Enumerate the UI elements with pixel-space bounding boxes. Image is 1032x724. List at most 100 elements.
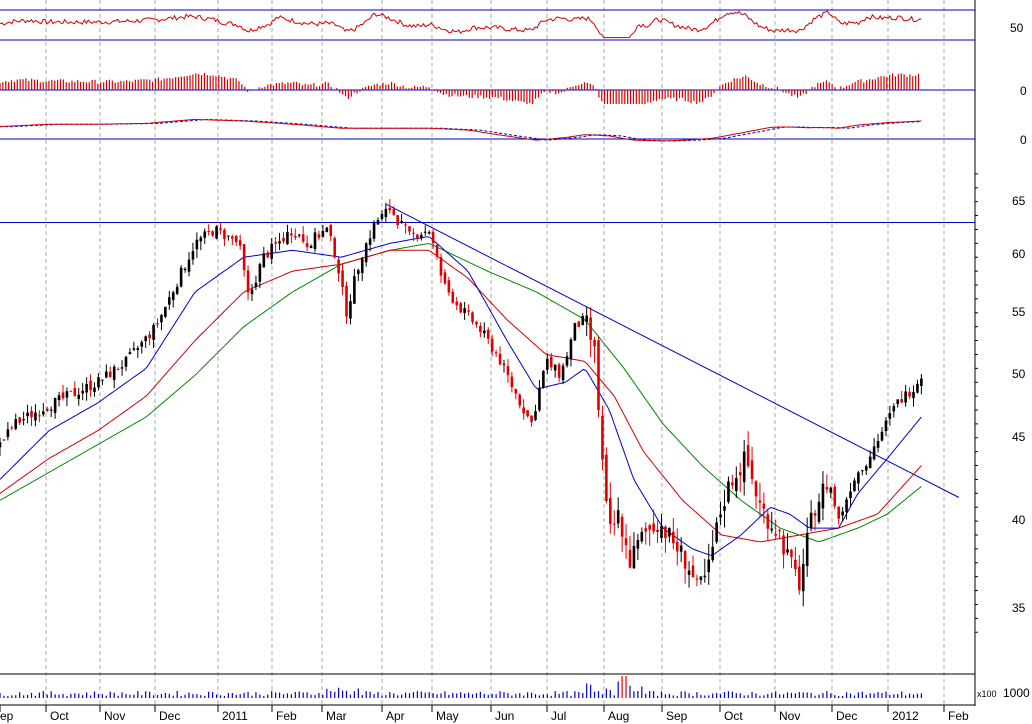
candle-body [577,321,581,327]
candle-body [0,442,2,448]
candle-body [829,487,833,493]
candle-body [89,380,92,391]
price-tick-label: 55 [1012,305,1026,319]
candle-body [735,477,738,492]
candle-body [904,391,907,403]
candle-body [628,549,632,568]
candle-body [786,549,789,553]
candle-body [813,513,817,516]
candle-body [290,233,293,236]
candle-body [612,523,616,525]
candle-body [254,282,258,287]
candle-body [61,392,65,399]
candle-body [124,356,128,367]
candle-body [514,389,518,394]
candle-body [246,270,250,293]
candle-body [774,533,777,536]
down-trendline [386,203,960,498]
candle-body [297,234,301,236]
candle-body [427,232,431,234]
candle-body [168,297,171,305]
candle-body [203,231,207,238]
candle-body [668,527,671,537]
candle-body [38,415,41,417]
candle-body [93,387,96,392]
candle-body [837,506,840,519]
candle-body [546,358,549,370]
candle-body [101,379,104,381]
candle-body [845,499,848,513]
oscillator-tick-label: 0 [1020,133,1027,147]
candle-body [321,230,325,237]
candle-body [876,441,880,448]
month-label: Nov [104,709,125,723]
candle-body [423,231,427,233]
candle-body [250,289,254,295]
candle-body [526,410,529,417]
candle-body [534,411,537,421]
candle-body [884,420,888,432]
candle-body [597,340,600,411]
oscillator-line [0,119,922,142]
candle-body [215,226,218,239]
candle-body [112,366,116,380]
candle-body [238,240,242,246]
candle-body [30,410,33,418]
candle-body [73,388,77,396]
candle-body [455,301,459,306]
candle-body [916,383,919,393]
candle-body [266,252,270,258]
candle-body [616,510,620,524]
month-label: ep [0,709,14,723]
candle-body [510,376,514,388]
candle-body [723,506,726,511]
candle-body [605,454,608,502]
month-label: 2012 [892,709,919,723]
candle-body [384,208,388,218]
month-label: Jun [495,709,514,723]
candle-body [715,522,718,542]
price-tick-label: 50 [1012,367,1026,381]
candle-body [412,232,415,234]
candle-body [675,541,679,552]
candle-body [408,226,411,232]
month-label: Aug [608,709,629,723]
candle-body [26,412,29,417]
candle-body [57,395,61,401]
candle-body [53,398,57,413]
candle-body [65,391,69,398]
candle-body [2,439,6,441]
candle-body [329,225,333,236]
candle-body [825,487,829,490]
candle-body [585,315,588,322]
month-label: Oct [50,709,69,723]
candle-body [108,371,112,377]
candle-body [325,227,329,232]
candle-body [136,348,140,351]
candle-body [45,408,49,411]
candle-body [313,232,317,250]
candle-body [262,253,266,268]
candle-body [502,363,506,365]
candle-body [672,531,675,544]
candle-body [841,511,844,516]
price-panel [0,199,975,607]
candle-body [746,445,750,466]
candle-body [274,242,277,244]
candle-body [711,546,714,561]
candle-body [506,366,510,376]
rsi-panel [0,9,975,41]
candle-body [18,417,21,423]
candle-body [794,559,797,570]
candle-body [731,482,734,486]
candle-body [770,528,774,531]
candle-body [360,258,364,273]
candle-body [467,310,470,312]
candle-body [97,377,100,388]
candle-body [357,270,360,274]
candle-body [766,514,770,529]
axis-labels: ep Oct Nov Dec 2011 Feb Mar Apr May Jun Jul Aug Sep O… [0,21,1030,723]
rsi-line [0,10,922,39]
